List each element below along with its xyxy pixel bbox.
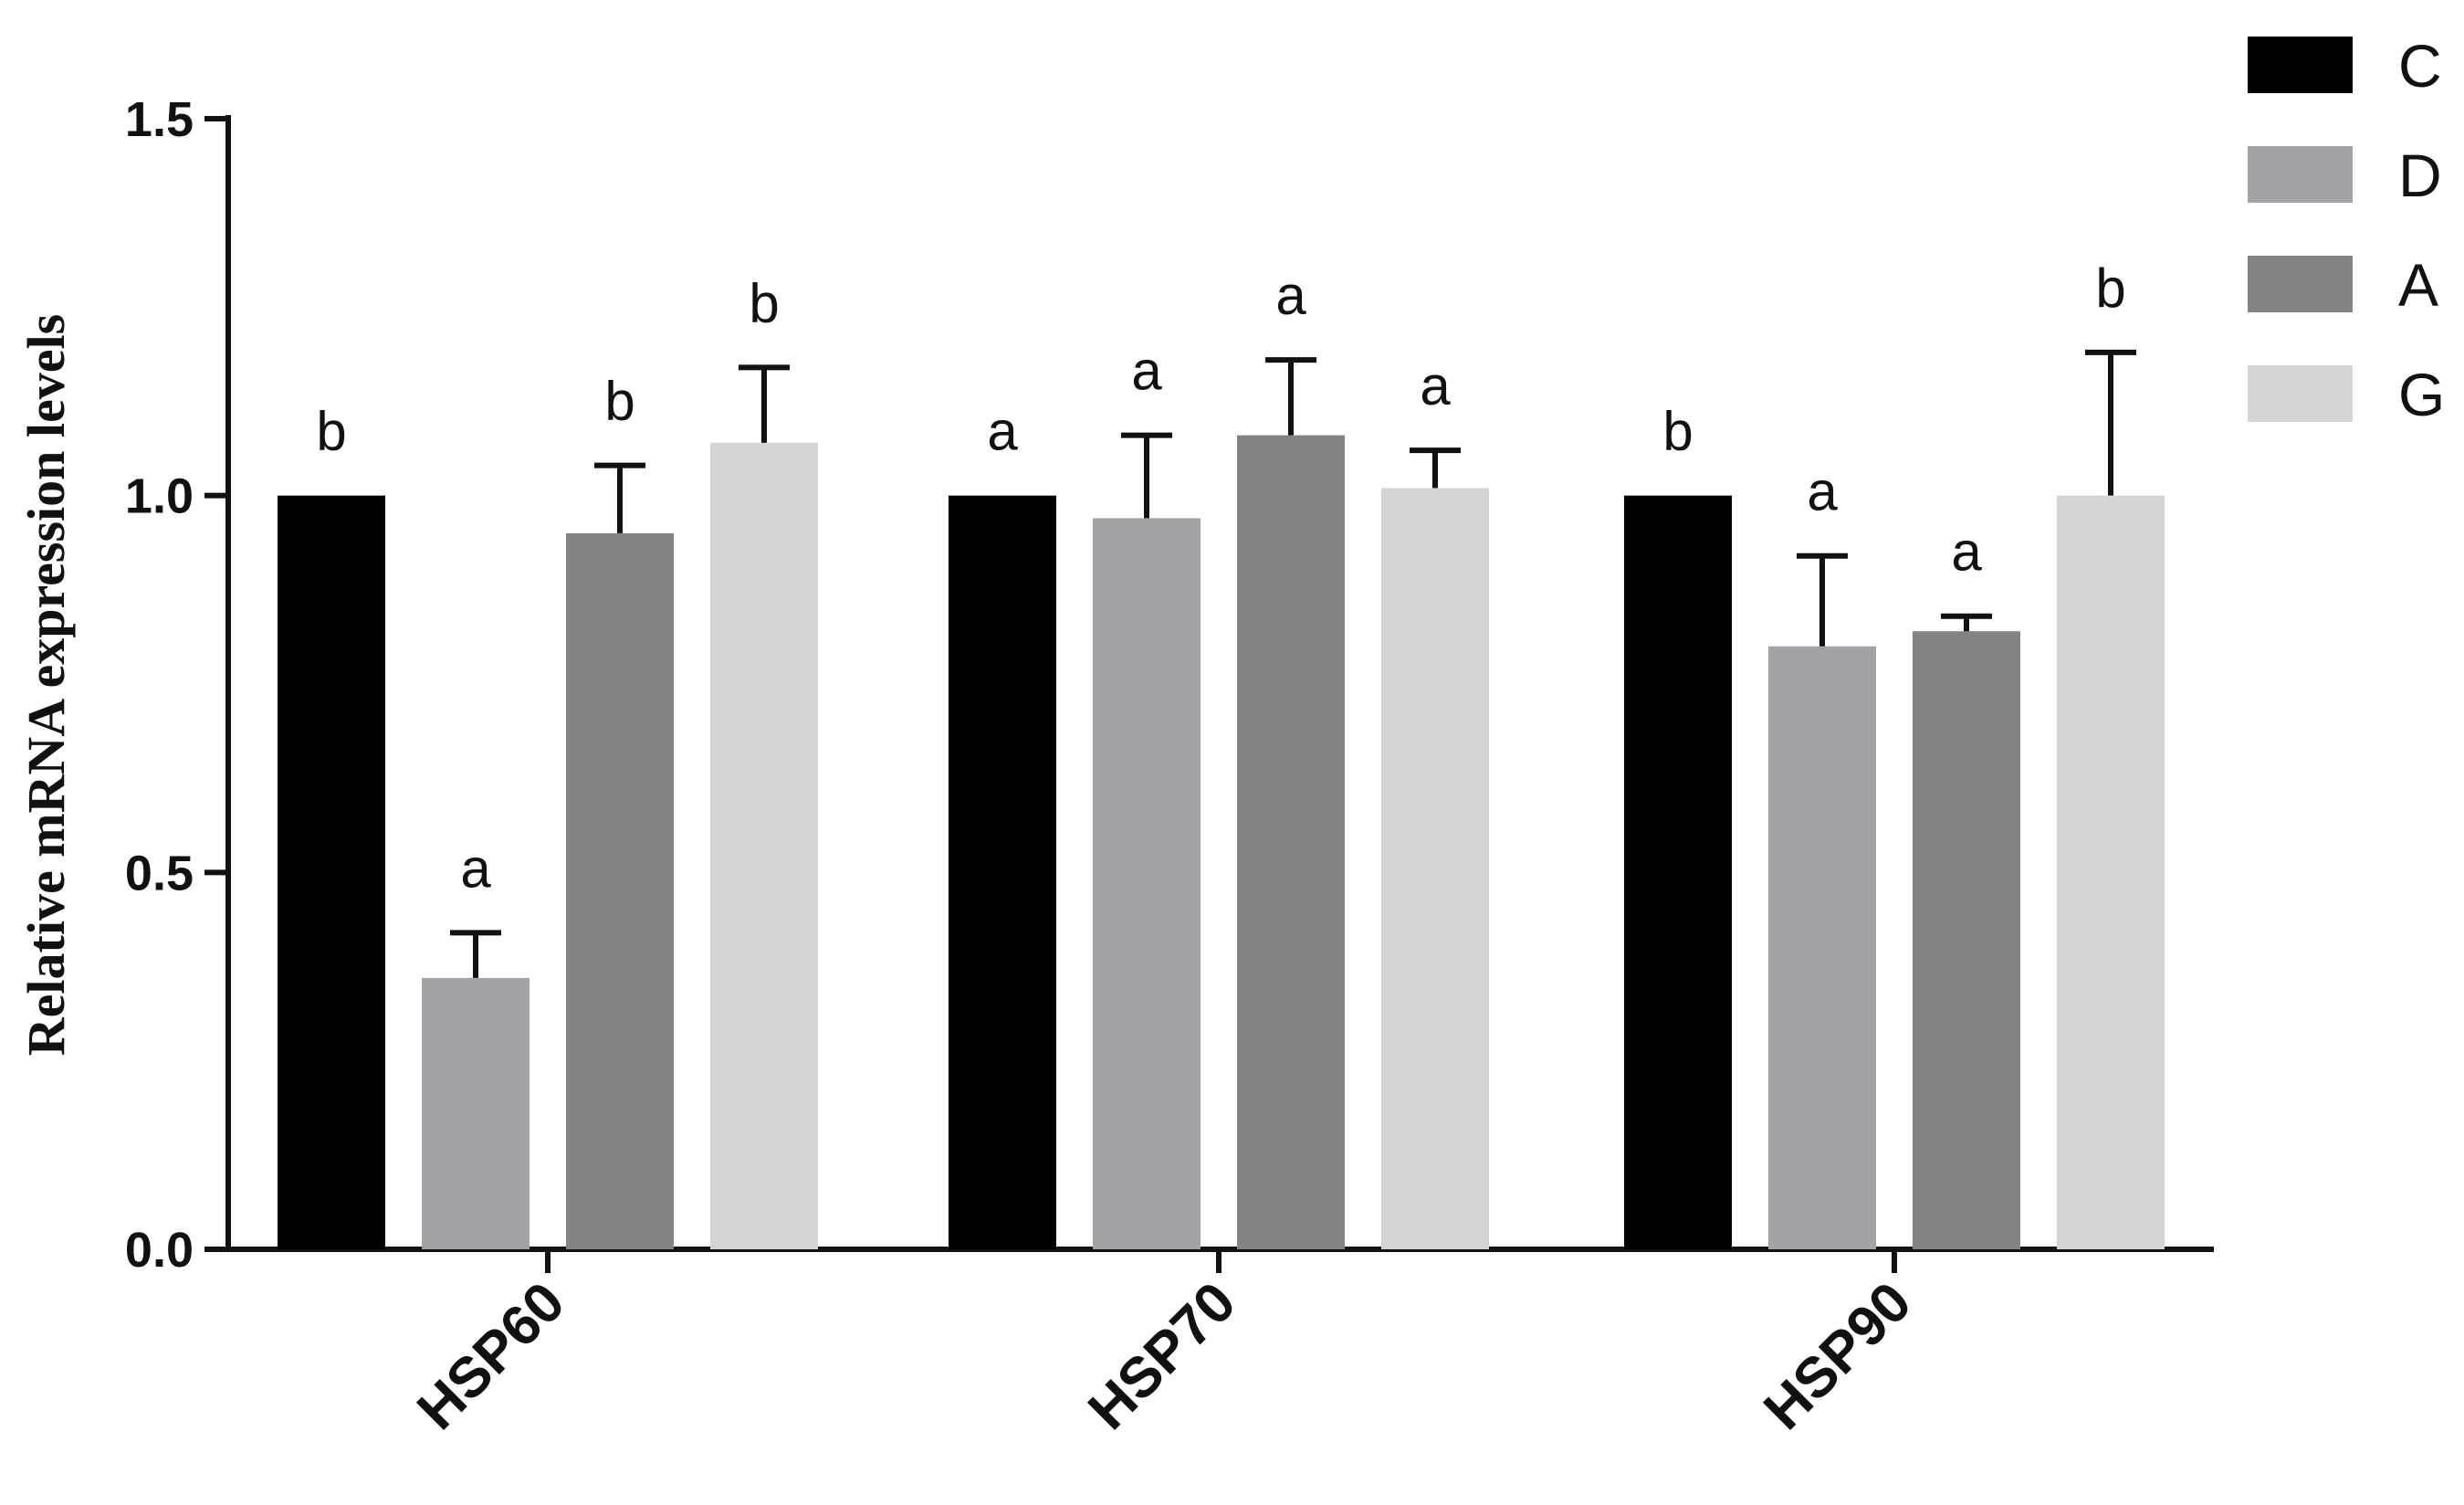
legend-swatch <box>2248 365 2353 422</box>
x-category-label: HSP70 <box>1076 1270 1248 1442</box>
bar <box>1913 631 2020 1249</box>
significance-label: b <box>2095 258 2125 319</box>
legend-label: C <box>2398 32 2442 100</box>
legend-swatch <box>2248 256 2353 312</box>
y-tick-label: 1.0 <box>125 469 194 524</box>
bar <box>1237 435 1345 1249</box>
bar <box>1624 495 1732 1249</box>
significance-label: b <box>749 272 779 333</box>
bar <box>566 532 674 1249</box>
y-tick-label: 0.5 <box>125 846 194 900</box>
significance-label: a <box>460 837 491 899</box>
y-axis-title-group: Relative mRNA expression levels <box>16 314 76 1056</box>
legend-label: A <box>2398 251 2438 319</box>
bar <box>949 495 1056 1249</box>
y-axis-ticks: 0.0 0.5 1.0 1.5 <box>125 92 228 1278</box>
y-axis-title: Relative mRNA expression levels <box>16 314 76 1056</box>
legend-label: G <box>2398 361 2445 428</box>
significance-label: b <box>316 401 346 462</box>
legend-label: D <box>2398 142 2442 209</box>
significance-label: a <box>1807 461 1838 522</box>
y-tick-label: 0.0 <box>125 1223 194 1278</box>
significance-label: b <box>604 371 634 432</box>
legend-swatch <box>2248 146 2353 203</box>
bar <box>1768 646 1876 1249</box>
significance-label: b <box>1662 401 1693 462</box>
x-axis-categories: HSP60 HSP70 HSP90 <box>405 1249 1924 1442</box>
legend-swatch <box>2248 37 2353 93</box>
bar <box>2057 495 2165 1249</box>
x-category-label: HSP90 <box>1752 1270 1924 1442</box>
significance-labels: b a b b a a a a b a a b <box>316 258 2125 900</box>
bar <box>1381 488 1489 1249</box>
significance-label: a <box>1951 521 1982 583</box>
y-tick-label: 1.5 <box>125 92 194 147</box>
significance-label: a <box>1275 265 1306 326</box>
bar <box>1093 518 1201 1249</box>
significance-label: a <box>1131 341 1162 402</box>
significance-label: a <box>987 401 1018 462</box>
bar <box>278 495 385 1249</box>
error-bars <box>450 349 2136 978</box>
bars <box>278 435 2165 1250</box>
significance-label: a <box>1420 355 1451 416</box>
bar <box>422 977 529 1249</box>
x-category-label: HSP60 <box>405 1270 577 1442</box>
bar <box>710 442 818 1250</box>
